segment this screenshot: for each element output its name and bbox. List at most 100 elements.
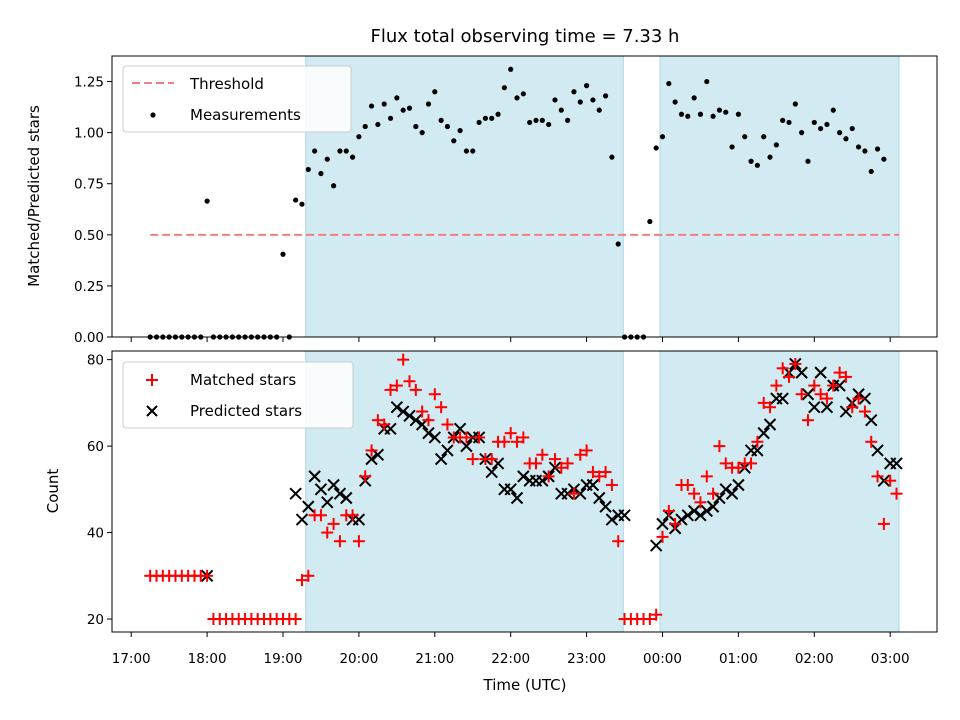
matched-star-point <box>536 448 549 461</box>
measurement-point <box>451 138 457 144</box>
matched-star-point <box>599 466 612 479</box>
measurement-point <box>811 119 817 126</box>
chart-title: Flux total observing time = 7.33 h <box>371 26 680 47</box>
measurement-point <box>685 113 691 119</box>
matched-star-point <box>586 466 599 479</box>
predicted-star-point <box>327 478 340 492</box>
matched-star-point <box>650 608 663 621</box>
measurement-point <box>577 99 583 105</box>
measurement-point <box>602 93 609 99</box>
matched-star-point <box>808 379 821 392</box>
matched-star-point <box>814 388 827 401</box>
predicted-star-point <box>485 465 498 479</box>
measurement-point <box>818 125 824 132</box>
measurement-point <box>609 154 615 160</box>
xtick-label: 17:00 <box>112 651 151 667</box>
matched-star-point <box>877 517 890 530</box>
matched-star-point <box>511 435 524 448</box>
matched-star-point <box>333 535 346 548</box>
measurement-point <box>761 134 767 140</box>
bottom-ytick-label: 80 <box>87 353 104 369</box>
matched-star-point <box>656 530 669 543</box>
shaded-interval <box>659 350 900 633</box>
matched-star-point <box>352 535 365 548</box>
predicted-star-point <box>865 413 878 427</box>
measurement-point <box>387 115 394 121</box>
matched-star-point <box>314 509 327 522</box>
xtick-label: 20:00 <box>339 651 378 667</box>
predicted-star-point <box>649 539 663 552</box>
xtick-label: 01:00 <box>719 651 758 667</box>
predicted-star-point <box>460 439 473 453</box>
measurement-point <box>799 130 805 136</box>
predicted-star-point <box>434 452 448 466</box>
predicted-star-point <box>814 366 827 379</box>
top-axes-frame <box>111 55 938 338</box>
predicted-star-point <box>858 392 872 405</box>
measurement-point <box>792 101 798 107</box>
matched-star-point <box>435 401 448 414</box>
matched-stars-series <box>144 353 903 626</box>
matched-star-point <box>839 370 852 383</box>
measurement-point <box>293 197 299 203</box>
predicted-star-point <box>403 409 416 423</box>
predicted-star-point <box>308 470 321 483</box>
matched-star-point <box>403 375 416 388</box>
matched-star-point <box>548 453 561 466</box>
matched-star-point <box>384 383 397 396</box>
predicted-star-point <box>776 392 789 405</box>
matched-star-point <box>719 457 732 470</box>
measurement-point <box>767 154 773 160</box>
matched-star-point <box>852 392 865 405</box>
xtick-label: 23:00 <box>567 651 606 667</box>
matched-star-point <box>517 431 530 444</box>
measurement-point <box>659 134 666 140</box>
matched-star-point <box>795 388 808 401</box>
measurement-point <box>596 107 602 113</box>
predicted-star-point <box>586 478 600 492</box>
predicted-star-point <box>390 400 404 414</box>
matched-star-point <box>295 574 308 587</box>
top-ytick-label: 0.00 <box>74 330 104 346</box>
matched-star-point <box>801 414 814 427</box>
measurement-point <box>413 123 419 130</box>
top-y-ticks: 0.00 0.25 0.50 0.75 1.00 1.25 <box>74 75 112 346</box>
bottom-ytick-label: 20 <box>87 612 104 628</box>
matched-star-point <box>321 526 334 539</box>
top-legend-box <box>122 65 352 133</box>
predicted-star-point <box>574 487 587 500</box>
matched-star-point <box>789 357 802 370</box>
matched-star-point <box>884 474 897 487</box>
measurement-point <box>527 119 533 126</box>
matched-star-point <box>681 479 694 492</box>
measurement-point <box>653 145 659 151</box>
measurement-point <box>837 130 843 136</box>
measurement-point <box>571 89 577 95</box>
matched-star-point <box>745 457 758 470</box>
predicted-star-point <box>681 509 695 522</box>
matched-star-point <box>574 448 587 461</box>
measurement-point <box>362 123 368 130</box>
predicted-star-point <box>725 487 739 500</box>
matched-star-point <box>776 362 789 375</box>
matched-star-point <box>612 535 625 548</box>
legend-measurements-swatch <box>150 112 156 118</box>
predicted-star-point <box>890 457 903 470</box>
predicted-star-point <box>561 487 574 500</box>
shaded-interval <box>305 55 624 338</box>
predicted-star-point <box>302 500 315 513</box>
predicted-star-point <box>763 418 777 431</box>
measurement-point <box>280 251 286 257</box>
measurement-point <box>786 119 792 126</box>
measurement-point <box>305 166 311 173</box>
predicted-star-point <box>820 400 834 414</box>
xtick-label: 19:00 <box>264 651 303 667</box>
xtick-label: 00:00 <box>643 651 682 667</box>
predicted-star-point <box>833 379 846 392</box>
legend-threshold-label: Threshold <box>189 75 264 93</box>
matched-star-point <box>713 440 726 453</box>
matched-star-point <box>416 405 429 418</box>
measurement-point <box>514 95 520 101</box>
matched-star-point <box>757 396 770 409</box>
